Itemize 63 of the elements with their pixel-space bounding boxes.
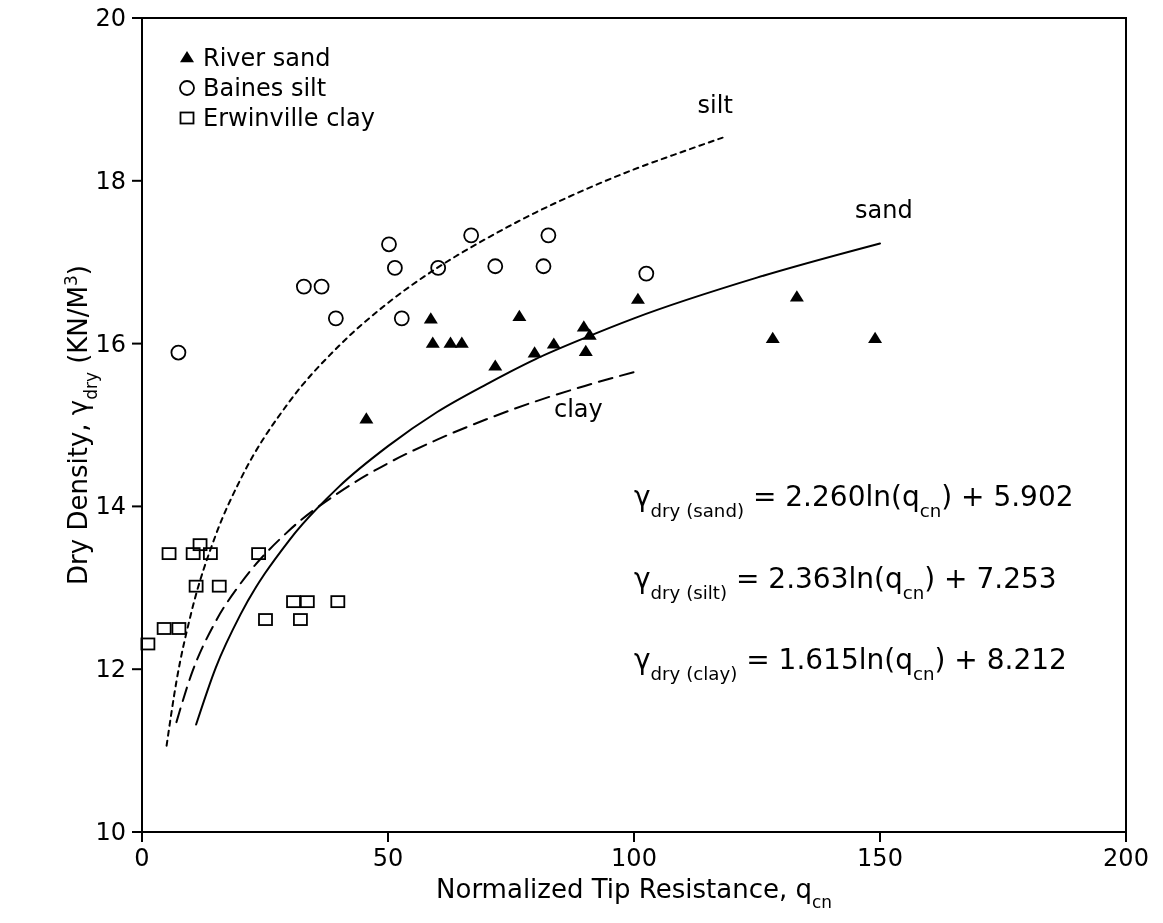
point: [789, 290, 804, 302]
point: [286, 595, 301, 609]
point: [535, 258, 552, 275]
point: [202, 547, 218, 561]
point: [578, 344, 593, 356]
series-label: silt: [697, 90, 733, 119]
point: [454, 336, 469, 348]
point: [463, 227, 480, 244]
point: [327, 310, 344, 327]
x-tick-label: 150: [857, 844, 903, 872]
point: [386, 260, 403, 276]
point: [443, 336, 458, 348]
point: [140, 637, 156, 651]
annotation: γ$_{dry (sand)}$ = 2.260ln(q$_{cn}$) + 5.902: [634, 480, 1074, 521]
point: [258, 613, 273, 626]
x-axis-title: Normalized Tip Resistance, q$_{cn}$: [436, 874, 832, 912]
point: [638, 265, 655, 282]
point: [251, 547, 266, 561]
point: [188, 579, 204, 593]
point: [293, 613, 308, 626]
x-tick-label: 100: [611, 844, 657, 872]
x-tick-label: 50: [372, 844, 404, 872]
y-tick-label: 20: [95, 4, 126, 32]
point: [170, 344, 187, 361]
point: [425, 336, 440, 348]
y-tick-label: 16: [95, 329, 126, 358]
point: [423, 312, 438, 324]
x-tick-label: 200: [1103, 844, 1149, 872]
point: [765, 331, 780, 343]
point: [381, 236, 397, 253]
point: [299, 595, 315, 609]
point: [161, 547, 177, 561]
point: [546, 337, 561, 349]
annotation: γ$_{dry (silt)}$ = 2.363ln(q$_{cn}$) + 7.253: [634, 561, 1057, 603]
point: [211, 579, 227, 593]
legend-label: Erwinville clay: [203, 104, 375, 132]
point: [192, 538, 208, 552]
point: [185, 547, 201, 561]
point: [540, 227, 557, 244]
point: [393, 310, 410, 327]
point: [313, 278, 330, 295]
point: [527, 346, 542, 358]
point: [156, 622, 172, 635]
series-label: clay: [554, 395, 603, 424]
point: [868, 331, 883, 343]
y-tick-label: 18: [95, 166, 126, 195]
legend-label: River sand: [203, 44, 331, 72]
point: [359, 412, 374, 424]
point: [488, 359, 503, 371]
series-label: sand: [855, 196, 913, 225]
annotation: γ$_{dry (clay)}$ = 1.615ln(q$_{cn}$) + 8.212: [634, 643, 1067, 684]
point: [630, 292, 645, 304]
point: [430, 260, 447, 276]
x-tick-label: 0: [134, 844, 150, 872]
legend-label: Baines silt: [203, 74, 327, 102]
y-tick-label: 12: [95, 655, 126, 684]
point: [576, 320, 591, 332]
point: [171, 622, 187, 635]
point: [295, 278, 312, 295]
y-tick-label: 10: [95, 818, 126, 846]
point: [330, 595, 346, 609]
point: [487, 258, 504, 275]
point: [512, 309, 527, 321]
